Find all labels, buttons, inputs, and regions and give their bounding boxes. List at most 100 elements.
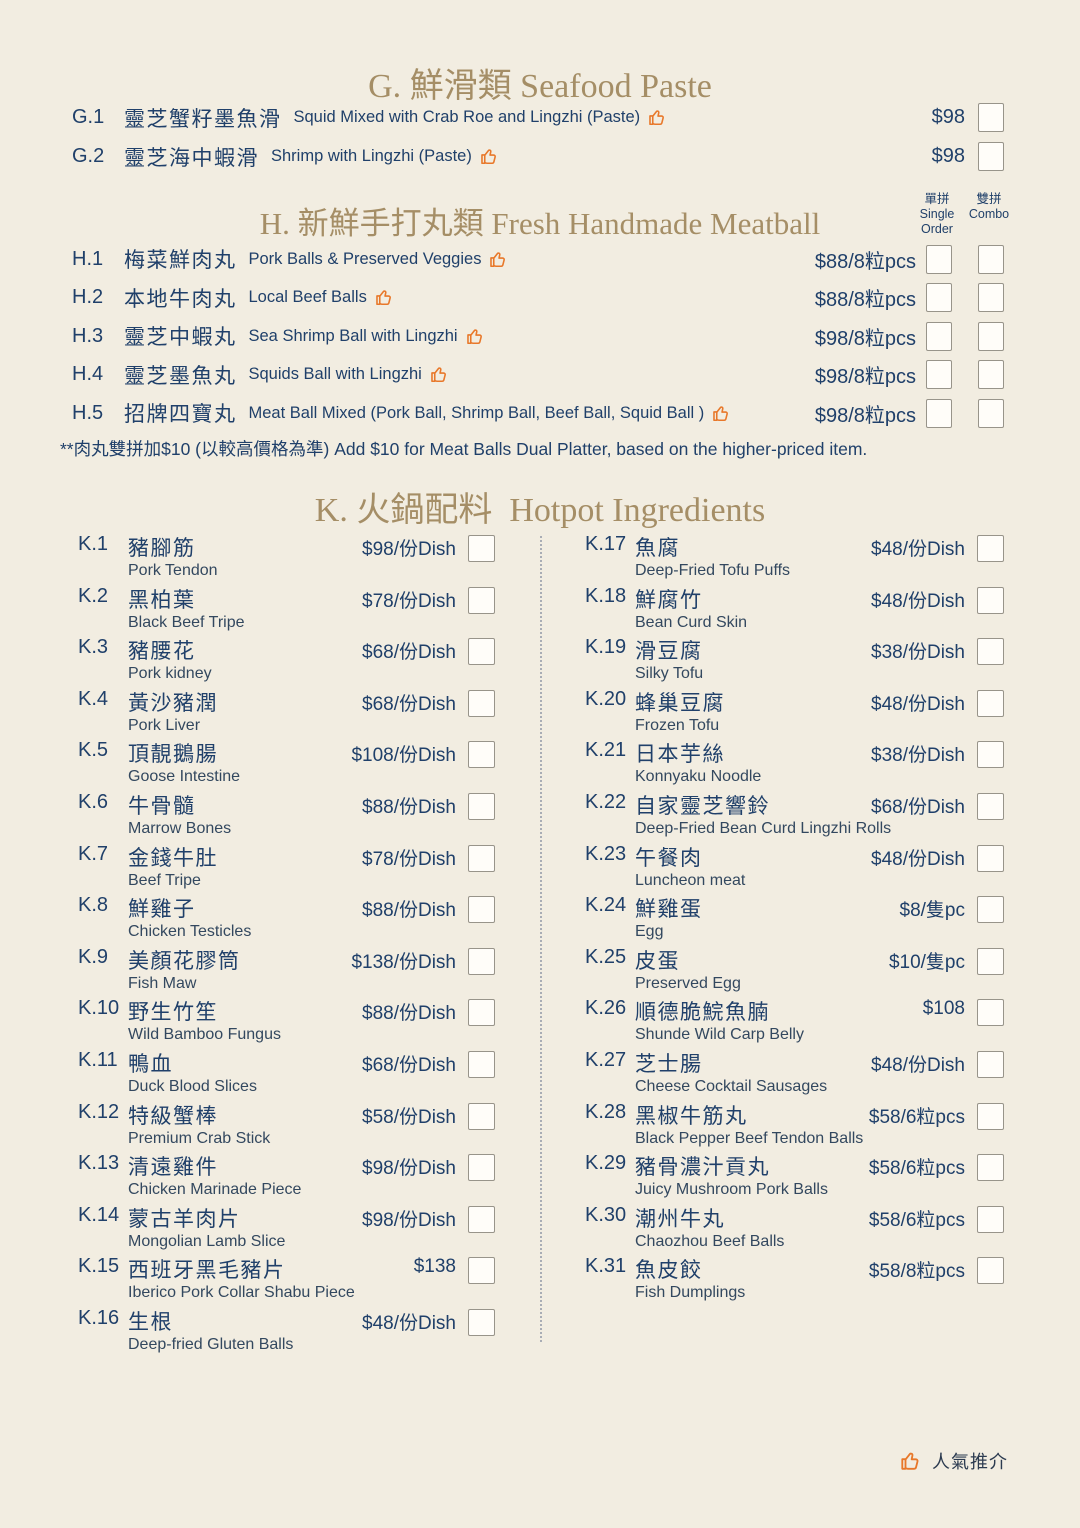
order-checkbox[interactable] <box>977 1102 1004 1130</box>
order-checkbox[interactable] <box>977 844 1004 872</box>
item-name-zh: 鴨血 <box>128 1052 173 1076</box>
combo-checkbox[interactable] <box>978 244 1004 274</box>
order-checkbox[interactable] <box>978 103 1004 132</box>
dual-platter-note: **肉丸雙拼加$10 (以較高價格為準) Add $10 for Meat Ba… <box>60 439 868 459</box>
item-name-en: Shrimp with Lingzhi (Paste) <box>271 147 472 165</box>
menu-item-row: H.3 靈芝中蝦丸 Sea Shrimp Ball with Lingzhi $… <box>72 317 1004 356</box>
order-checkbox[interactable] <box>468 1205 495 1233</box>
item-line: 順德脆鯇魚腩 $108 <box>635 996 965 1026</box>
single-order-checkbox[interactable] <box>926 321 952 351</box>
order-checkbox[interactable] <box>977 586 1004 614</box>
item-desc-en: Deep-Fried Bean Curd Lingzhi Rolls <box>635 819 892 837</box>
order-checkbox[interactable] <box>977 741 1004 769</box>
order-checkbox[interactable] <box>468 1257 495 1285</box>
item-desc-en: Shunde Wild Carp Belly <box>635 1026 804 1044</box>
order-checkbox[interactable] <box>468 689 495 717</box>
item-line: 皮蛋 $10/隻pc <box>635 945 965 975</box>
order-checkbox[interactable] <box>977 1050 1004 1078</box>
item-price: $68/份Dish <box>871 796 965 818</box>
order-checkbox[interactable] <box>977 1205 1004 1233</box>
item-price: $88/份Dish <box>362 900 456 922</box>
item-price: $108 <box>922 998 965 1020</box>
item-main: 順德脆鯇魚腩 $108 Shunde Wild Carp Belly <box>635 996 965 1044</box>
combo-checkbox[interactable] <box>978 360 1004 390</box>
item-desc-en: Luncheon meat <box>635 871 746 889</box>
item-name-zh: 黑椒牛筋丸 <box>635 1104 748 1128</box>
item-desc-en: Preserved Egg <box>635 974 741 992</box>
menu-item-row: K.15 西班牙黑毛豬片 $138 Iberico Pork Collar Sh… <box>78 1254 495 1306</box>
combo-checkbox[interactable] <box>978 398 1004 428</box>
item-line: 黃沙豬潤 $68/份Dish <box>128 687 456 717</box>
order-checkbox[interactable] <box>977 896 1004 924</box>
order-checkbox[interactable] <box>977 1154 1004 1182</box>
item-code: K.26 <box>585 997 627 1020</box>
item-name-en: Squid Mixed with Crab Roe and Lingzhi (P… <box>293 108 641 126</box>
item-code: K.23 <box>585 842 627 865</box>
item-price: $88/份Dish <box>362 1003 456 1025</box>
section-meatball-rows: H.1 梅菜鮮肉丸 Pork Balls & Preserved Veggies… <box>72 240 1004 433</box>
item-code: H.5 <box>72 401 104 424</box>
item-name-zh: 蒙古羊肉片 <box>128 1207 241 1231</box>
menu-item-row: K.17 魚腐 $48/份Dish Deep-Fried Tofu Puffs <box>585 532 1004 584</box>
item-price: $88/份Dish <box>362 796 456 818</box>
item-line: 西班牙黑毛豬片 $138 <box>128 1254 456 1284</box>
order-checkbox[interactable] <box>468 896 495 924</box>
order-checkbox[interactable] <box>468 638 495 666</box>
order-checkbox[interactable] <box>468 844 495 872</box>
order-checkbox[interactable] <box>977 1257 1004 1285</box>
item-name-zh: 本地牛肉丸 <box>124 287 237 311</box>
order-checkbox[interactable] <box>468 1102 495 1130</box>
combo-checkbox[interactable] <box>978 321 1004 351</box>
item-name-zh: 靈芝蟹籽墨魚滑 <box>124 107 282 131</box>
item-name-en: Local Beef Balls <box>248 288 367 307</box>
item-price: $58/份Dish <box>362 1106 456 1128</box>
section-g-title: G. 鮮滑類 Seafood Paste <box>368 68 712 105</box>
order-checkbox[interactable] <box>978 142 1004 171</box>
menu-item-row: K.26 順德脆鯇魚腩 $108 Shunde Wild Carp Belly <box>585 996 1004 1048</box>
menu-item-row: K.24 鮮雞蛋 $8/隻pc Egg <box>585 893 1004 945</box>
combo-checkbox[interactable] <box>978 283 1004 313</box>
order-checkbox[interactable] <box>977 535 1004 562</box>
item-desc-en: Frozen Tofu <box>635 716 720 734</box>
item-price: $58/6粒pcs <box>868 1106 965 1128</box>
order-checkbox[interactable] <box>468 535 495 562</box>
order-checkbox[interactable] <box>468 1050 495 1078</box>
order-checkbox[interactable] <box>468 741 495 769</box>
order-checkbox[interactable] <box>977 792 1004 820</box>
order-checkbox[interactable] <box>468 999 495 1027</box>
menu-item-row: H.2 本地牛肉丸 Local Beef Balls $88/8粒pcs <box>72 279 1004 318</box>
order-checkbox[interactable] <box>468 947 495 975</box>
item-main: 頂靚鵝腸 $108/份Dish Goose Intestine <box>128 738 456 786</box>
single-order-checkbox[interactable] <box>926 244 952 274</box>
single-order-checkbox[interactable] <box>926 398 952 428</box>
item-code: K.31 <box>585 1255 627 1278</box>
menu-item-row: K.11 鴨血 $68/份Dish Duck Blood Slices <box>78 1048 495 1100</box>
menu-item-row: K.1 豬腳筋 $98/份Dish Pork Tendon <box>78 532 495 584</box>
item-line: 魚皮餃 $58/8粒pcs <box>635 1254 965 1284</box>
item-name-zh: 自家靈芝響鈴 <box>635 794 770 818</box>
order-checkbox[interactable] <box>977 689 1004 717</box>
order-checkbox[interactable] <box>468 1154 495 1182</box>
item-desc-en: Black Beef Tripe <box>128 613 245 631</box>
order-checkbox[interactable] <box>977 999 1004 1027</box>
menu-item-row: K.9 美顏花膠筒 $138/份Dish Fish Maw <box>78 945 495 997</box>
order-checkbox[interactable] <box>468 792 495 820</box>
menu-item-row: K.8 鮮雞子 $88/份Dish Chicken Testicles <box>78 893 495 945</box>
order-checkbox[interactable] <box>468 1308 495 1336</box>
order-checkbox[interactable] <box>977 638 1004 666</box>
item-line: 豬腰花 $68/份Dish <box>128 635 456 665</box>
order-checkbox[interactable] <box>977 947 1004 975</box>
item-desc-en: Premium Crab Stick <box>128 1129 271 1147</box>
single-order-checkbox[interactable] <box>926 283 952 313</box>
order-checkbox[interactable] <box>468 586 495 614</box>
popular-legend-label: 人氣推介 <box>932 1452 1008 1472</box>
item-price: $48/份Dish <box>871 1054 965 1076</box>
item-name-zh: 皮蛋 <box>635 949 680 973</box>
item-code: K.11 <box>78 1048 118 1071</box>
item-code: K.28 <box>585 1100 627 1123</box>
single-order-checkbox[interactable] <box>926 360 952 390</box>
item-main: 黃沙豬潤 $68/份Dish Pork Liver <box>128 687 456 735</box>
item-price: $48/份Dish <box>871 590 965 612</box>
item-price: $98/份Dish <box>362 1209 456 1231</box>
